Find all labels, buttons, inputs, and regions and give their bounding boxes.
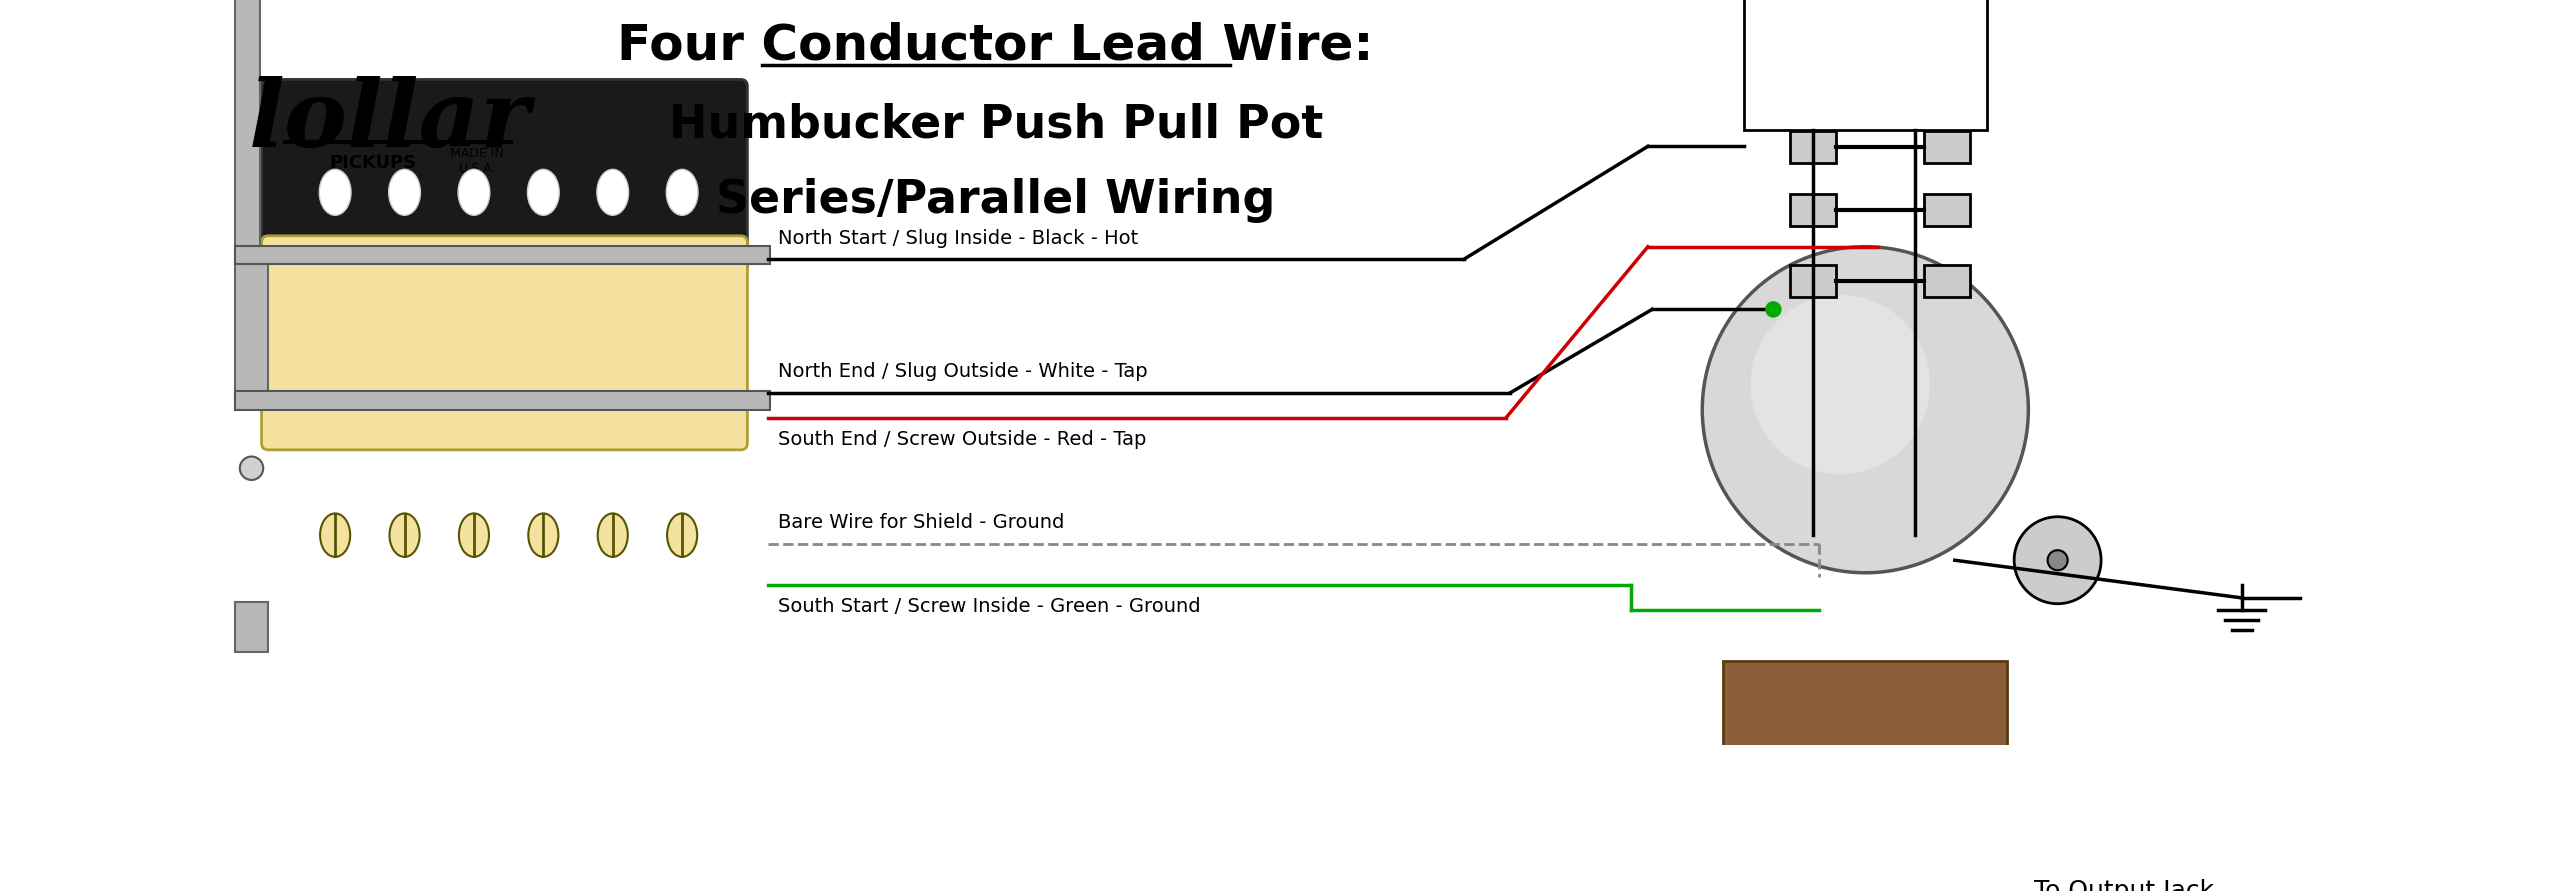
Circle shape [241,456,264,480]
Ellipse shape [596,513,627,557]
Ellipse shape [458,513,489,557]
FancyBboxPatch shape [236,259,269,401]
FancyBboxPatch shape [1925,194,1969,225]
Text: South Start / Screw Inside - Green - Ground: South Start / Screw Inside - Green - Gro… [778,597,1201,616]
Text: South End / Screw Outside - Red - Tap: South End / Screw Outside - Red - Tap [778,429,1147,449]
FancyBboxPatch shape [1789,131,1836,163]
Ellipse shape [458,169,489,216]
Ellipse shape [666,169,699,216]
Ellipse shape [596,169,630,216]
Ellipse shape [389,169,420,216]
Text: Four Conductor Lead Wire:: Four Conductor Lead Wire: [617,22,1375,70]
Ellipse shape [527,169,558,216]
FancyBboxPatch shape [1743,0,1987,129]
Text: North End / Slug Outside - White - Tap: North End / Slug Outside - White - Tap [778,363,1147,381]
Circle shape [1795,754,1843,805]
Circle shape [1887,754,1935,805]
FancyBboxPatch shape [236,391,771,410]
FancyBboxPatch shape [1925,265,1969,297]
FancyBboxPatch shape [236,602,269,652]
Circle shape [1702,247,2028,573]
Ellipse shape [320,169,351,216]
Circle shape [2015,517,2102,604]
FancyBboxPatch shape [1789,194,1836,225]
FancyBboxPatch shape [261,79,748,273]
Text: Series/Parallel Wiring: Series/Parallel Wiring [717,178,1275,223]
Text: Bare Wire for Shield - Ground: Bare Wire for Shield - Ground [778,513,1065,532]
Circle shape [1766,302,1782,317]
Text: To Output Jack: To Output Jack [2035,879,2214,891]
FancyBboxPatch shape [261,236,748,450]
Ellipse shape [668,513,696,557]
Text: MADE IN
U.S.A.: MADE IN U.S.A. [451,146,504,175]
Text: Humbucker Push Pull Pot: Humbucker Push Pull Pot [668,103,1324,148]
Text: PICKUPS: PICKUPS [330,154,417,172]
Ellipse shape [389,513,420,557]
FancyBboxPatch shape [236,0,261,259]
FancyBboxPatch shape [236,246,771,265]
FancyBboxPatch shape [1925,131,1969,163]
Circle shape [1751,295,1930,474]
Text: North Start / Slug Inside - Black - Hot: North Start / Slug Inside - Black - Hot [778,228,1139,248]
Text: lollar: lollar [248,77,530,167]
FancyBboxPatch shape [1723,660,2007,753]
Circle shape [2048,551,2068,570]
FancyBboxPatch shape [1789,265,1836,297]
Ellipse shape [320,513,351,557]
Ellipse shape [527,513,558,557]
